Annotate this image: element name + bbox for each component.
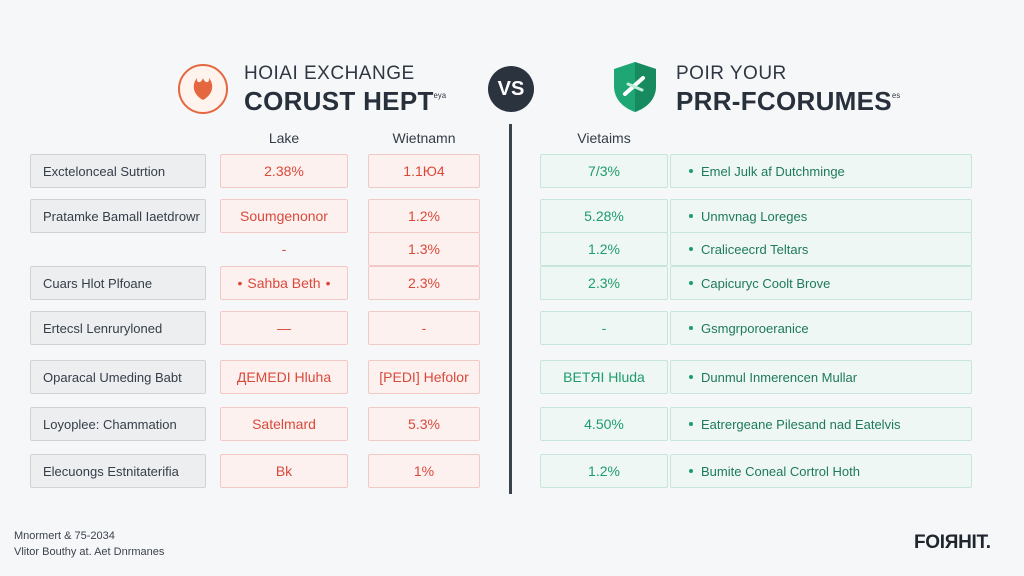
left-value-a: -	[281, 241, 287, 257]
brand-logo: FOIЯHIT.	[914, 532, 991, 553]
left-value-b: 5.3%	[368, 407, 480, 441]
left-value-b: 2.3%	[368, 266, 480, 300]
left-value-a: Bk	[220, 454, 348, 488]
right-description: Craliceecrd Teltars	[670, 232, 972, 266]
right-value-a: 7/3%	[540, 154, 668, 188]
right-value-a: ВETЯI Hluda	[540, 360, 668, 394]
left-title-line1: HOIAI EXCHANGE	[244, 63, 415, 84]
footer-line1: Mnormert & 75-2034	[14, 530, 115, 542]
left-value-a: Soumgenonor	[220, 199, 348, 233]
footer-line2: Vlitor Bouthy at. Aet Dnrmanes	[14, 546, 165, 558]
right-description: Unmvnag Loreges	[670, 199, 972, 233]
right-value-a: 5.28%	[540, 199, 668, 233]
row-label: Exctelonceal Sutrtion	[30, 154, 206, 188]
left-value-b: 1%	[368, 454, 480, 488]
left-value-a: Satelmard	[220, 407, 348, 441]
left-value-b: -	[368, 311, 480, 345]
column-header-right-a: Vietaims	[577, 130, 631, 146]
row-label: Elecuongs Estnitaterifia	[30, 454, 206, 488]
right-description: Capicuryc Coolt Brove	[670, 266, 972, 300]
left-value-b: 1.1Ю4	[368, 154, 480, 188]
right-title-text: PRR-FCORUMES	[676, 86, 892, 116]
left-value-a: 2.38%	[220, 154, 348, 188]
right-description-text: Unmvnag Loreges	[701, 208, 808, 224]
column-header-left-a: Lake	[268, 130, 300, 146]
right-value-a: 1.2%	[540, 232, 668, 266]
right-description: Emel Julk af Dutchminge	[670, 154, 972, 188]
bullet-icon: •	[325, 275, 331, 291]
left-value-a: —	[220, 311, 348, 345]
row-label: Loyoplee: Chammation	[30, 407, 206, 441]
left-value-b: 1.3%	[368, 232, 480, 266]
right-description-text: Emel Julk af Dutchminge	[701, 163, 845, 179]
right-value-a: 2.3%	[540, 266, 668, 300]
right-description-text: Capicuryc Coolt Brove	[701, 275, 831, 291]
left-value-b: 1.2%	[368, 199, 480, 233]
bullet-icon	[689, 469, 693, 473]
right-title-line1: POIR YOUR	[676, 63, 787, 84]
row-label	[30, 232, 206, 266]
left-title-line2: CORUST HEPTᵉʸᵃ	[244, 86, 446, 117]
right-description-text: Gsmgrporoeranice	[701, 320, 809, 336]
vs-divider	[509, 124, 512, 494]
right-value-a: -	[540, 311, 668, 345]
bullet-icon	[689, 214, 693, 218]
bullet-icon	[689, 247, 693, 251]
bullet-icon	[689, 281, 693, 285]
right-description: Gsmgrporoeranice	[670, 311, 972, 345]
right-value-a: 4.50%	[540, 407, 668, 441]
bullet-icon	[689, 375, 693, 379]
shield-logo-icon	[612, 60, 658, 114]
bullet-icon: •	[237, 275, 243, 291]
bullet-icon	[689, 169, 693, 173]
right-title-sup: ᵉˢ	[891, 91, 901, 104]
row-label: Cuars Hlot Plfoane	[30, 266, 206, 300]
right-description-text: Bumite Coneal Cortrol Hoth	[701, 463, 860, 479]
left-value-b: [РEDI] Hefolor	[368, 360, 480, 394]
left-title-sup: ᵉʸᵃ	[433, 91, 447, 104]
row-label: Ertecsl Lenruryloned	[30, 311, 206, 345]
left-value-a-text: Sahba Beth	[247, 275, 321, 291]
row-label: Pratamke Bamall Iaetdrowr	[30, 199, 206, 233]
vs-badge: VS	[488, 66, 534, 112]
bullet-icon	[689, 422, 693, 426]
right-description-text: Eatrergeane Pilesand nad Eatelvis	[701, 416, 901, 432]
right-description-text: Craliceecrd Teltars	[701, 241, 809, 257]
right-description-text: Dunmul Inmerencen Mullar	[701, 369, 858, 385]
right-value-a: 1.2%	[540, 454, 668, 488]
left-value-a: ДEMEDI Hluha	[220, 360, 348, 394]
right-description: Eatrergeane Pilesand nad Eatelvis	[670, 407, 972, 441]
right-description: Dunmul Inmerencen Mullar	[670, 360, 972, 394]
row-label: Oparacal Umeding Babt	[30, 360, 206, 394]
bullet-icon	[689, 326, 693, 330]
flame-logo-icon	[178, 64, 228, 114]
right-description: Bumite Coneal Cortrol Hoth	[670, 454, 972, 488]
left-value-a: • Sahba Beth •	[220, 266, 348, 300]
column-header-left-b: Wietnamn	[392, 130, 456, 146]
right-title-line2: PRR-FCORUMESᵉˢ	[676, 86, 900, 117]
left-title-text: CORUST HEPT	[244, 86, 434, 116]
